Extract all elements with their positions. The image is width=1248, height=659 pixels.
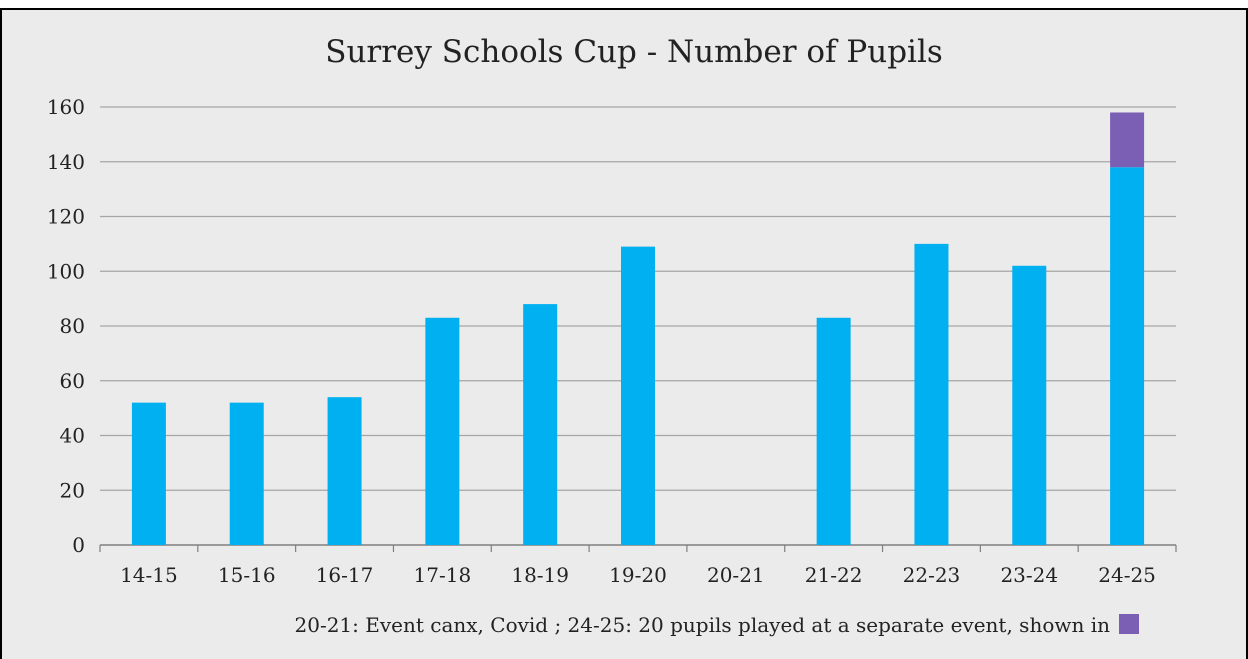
bar-19-20-series1 bbox=[621, 246, 655, 546]
legend-swatch-separate-event bbox=[1119, 614, 1139, 634]
bar-18-19-series1 bbox=[523, 304, 558, 545]
y-tick-label: 120 bbox=[47, 205, 85, 229]
x-tick-label: 24-25 bbox=[1098, 563, 1156, 587]
y-tick-label: 160 bbox=[47, 95, 85, 119]
chart-title: Surrey Schools Cup - Number of Pupils bbox=[325, 34, 943, 70]
y-tick-label: 100 bbox=[47, 259, 85, 283]
x-tick-label: 16-17 bbox=[316, 563, 374, 587]
bar-23-24-series1 bbox=[1012, 265, 1047, 545]
x-tick-labels: 14-15 15-16 16-17 17-18 18-19 19-20 20-21 21-22… bbox=[120, 563, 1156, 587]
y-tick-label: 40 bbox=[60, 424, 85, 448]
x-tick-label: 15-16 bbox=[218, 563, 276, 587]
x-tick-label: 18-19 bbox=[511, 563, 569, 587]
x-tick-label: 21-22 bbox=[805, 563, 863, 587]
bar-24-25-series1 bbox=[1110, 167, 1145, 545]
x-tick-label: 22-23 bbox=[903, 563, 961, 587]
y-tick-label: 60 bbox=[60, 369, 85, 393]
y-tick-label: 140 bbox=[47, 150, 85, 174]
bar-22-23-series1 bbox=[914, 243, 949, 545]
bar-21-22-series1 bbox=[816, 317, 851, 545]
x-tick-label: 17-18 bbox=[414, 563, 472, 587]
bar-17-18-series1 bbox=[425, 317, 460, 545]
bar-16-17-series1 bbox=[327, 397, 362, 545]
bar-24-25-series2 bbox=[1110, 112, 1145, 168]
chart-note: 20-21: Event canx, Covid ; 24-25: 20 pup… bbox=[295, 613, 1111, 637]
y-tick-label: 80 bbox=[60, 314, 85, 338]
x-tick-label: 14-15 bbox=[120, 563, 178, 587]
x-tick-label: 23-24 bbox=[1000, 563, 1058, 587]
y-tick-label: 0 bbox=[72, 533, 85, 557]
x-tick-label: 20-21 bbox=[707, 563, 765, 587]
bars bbox=[131, 112, 1145, 546]
y-tick-labels: 0 20 40 60 80 100 120 140 160 bbox=[47, 95, 85, 557]
bar-15-16-series1 bbox=[229, 402, 264, 545]
y-tick-label: 20 bbox=[60, 478, 85, 502]
bar-14-15-series1 bbox=[131, 402, 166, 545]
x-tick-label: 19-20 bbox=[609, 563, 667, 587]
